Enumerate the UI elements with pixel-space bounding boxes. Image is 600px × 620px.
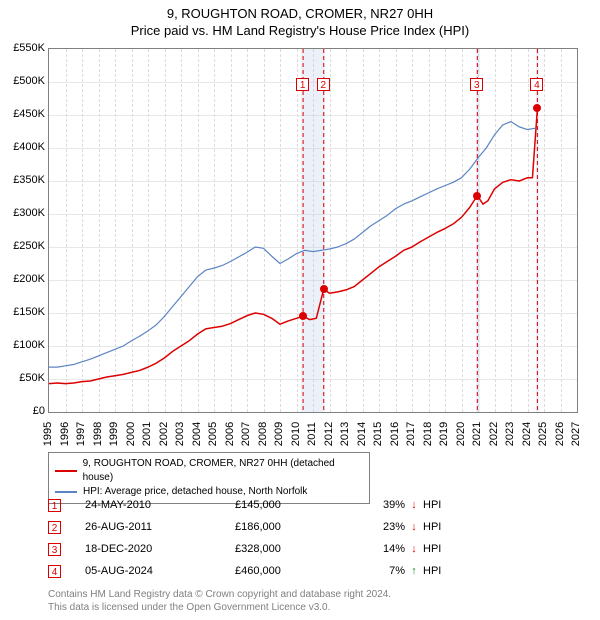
x-tick-label: 1997 — [75, 419, 87, 449]
y-tick-label: £450K — [5, 108, 45, 120]
x-tick-label: 2026 — [554, 419, 566, 449]
sale-point-dot — [473, 192, 481, 200]
table-price: £328,000 — [235, 543, 345, 555]
x-tick-label: 2015 — [372, 419, 384, 449]
table-hpi-label: HPI — [423, 499, 453, 511]
y-tick-label: £500K — [5, 75, 45, 87]
table-row: 1 24-MAY-2010£145,00039%↓HPI — [48, 494, 548, 516]
x-tick-label: 2006 — [224, 419, 236, 449]
table-hpi-label: HPI — [423, 521, 453, 533]
table-date: 18-DEC-2020 — [85, 543, 235, 555]
x-tick-label: 2024 — [521, 419, 533, 449]
x-tick-label: 2022 — [488, 419, 500, 449]
title-block: 9, ROUGHTON ROAD, CROMER, NR27 0HH Price… — [0, 0, 600, 38]
table-pct: 23% — [345, 521, 405, 533]
x-tick-label: 2016 — [389, 419, 401, 449]
event-marker-3: 3 — [470, 78, 483, 91]
sale-point-dot — [320, 285, 328, 293]
table-date: 24-MAY-2010 — [85, 499, 235, 511]
x-tick-label: 1999 — [108, 419, 120, 449]
sale-point-dot — [299, 312, 307, 320]
x-tick-label: 2000 — [125, 419, 137, 449]
x-tick-label: 2002 — [158, 419, 170, 449]
table-marker: 4 — [48, 565, 61, 578]
x-tick-label: 2017 — [405, 419, 417, 449]
x-tick-label: 2001 — [141, 419, 153, 449]
table-date: 26-AUG-2011 — [85, 521, 235, 533]
x-tick-label: 2005 — [207, 419, 219, 449]
page-container: 9, ROUGHTON ROAD, CROMER, NR27 0HH Price… — [0, 0, 600, 620]
x-tick-label: 1995 — [42, 419, 54, 449]
y-tick-label: £300K — [5, 207, 45, 219]
x-tick-label: 2004 — [191, 419, 203, 449]
x-tick-label: 2027 — [570, 419, 582, 449]
x-tick-label: 2007 — [240, 419, 252, 449]
footer-attribution: Contains HM Land Registry data © Crown c… — [48, 588, 391, 614]
x-tick-label: 2020 — [455, 419, 467, 449]
sale-point-dot — [533, 104, 541, 112]
table-date: 05-AUG-2024 — [85, 565, 235, 577]
title-subtitle: Price paid vs. HM Land Registry's House … — [0, 23, 600, 38]
footer-line2: This data is licensed under the Open Gov… — [48, 601, 391, 614]
sale-events-table: 124-MAY-2010£145,00039%↓HPI226-AUG-2011£… — [48, 494, 548, 582]
x-tick-label: 1998 — [92, 419, 104, 449]
table-row: 3 18-DEC-2020£328,00014%↓HPI — [48, 538, 548, 560]
table-marker: 2 — [48, 521, 61, 534]
table-price: £145,000 — [235, 499, 345, 511]
table-pct: 7% — [345, 565, 405, 577]
y-tick-label: £250K — [5, 240, 45, 252]
table-pct: 39% — [345, 499, 405, 511]
x-tick-label: 2013 — [339, 419, 351, 449]
y-tick-label: £50K — [5, 372, 45, 384]
arrow-down-icon: ↓ — [405, 499, 423, 511]
event-marker-1: 1 — [296, 78, 309, 91]
x-tick-label: 2011 — [306, 419, 318, 449]
x-tick-label: 2009 — [273, 419, 285, 449]
x-tick-label: 2014 — [356, 419, 368, 449]
event-marker-2: 2 — [317, 78, 330, 91]
x-tick-label: 2025 — [537, 419, 549, 449]
legend-swatch — [55, 491, 77, 493]
series-line-hpi — [49, 122, 536, 368]
arrow-down-icon: ↓ — [405, 543, 423, 555]
y-tick-label: £200K — [5, 273, 45, 285]
table-hpi-label: HPI — [423, 543, 453, 555]
x-tick-label: 2008 — [257, 419, 269, 449]
x-tick-label: 2023 — [504, 419, 516, 449]
footer-line1: Contains HM Land Registry data © Crown c… — [48, 588, 391, 601]
chart-plot-area: 12 3 4 — [48, 48, 578, 413]
table-row: 4 05-AUG-2024£460,0007%↑HPI — [48, 560, 548, 582]
y-tick-label: £0 — [5, 405, 45, 417]
table-marker: 3 — [48, 543, 61, 556]
event-marker-4: 4 — [530, 78, 543, 91]
chart-lines-svg — [49, 49, 577, 412]
y-tick-label: £350K — [5, 174, 45, 186]
legend-label: 9, ROUGHTON ROAD, CROMER, NR27 0HH (deta… — [83, 457, 363, 485]
y-tick-label: £100K — [5, 339, 45, 351]
title-address: 9, ROUGHTON ROAD, CROMER, NR27 0HH — [0, 6, 600, 21]
x-tick-label: 2012 — [323, 419, 335, 449]
arrow-down-icon: ↓ — [405, 521, 423, 533]
table-price: £186,000 — [235, 521, 345, 533]
x-tick-label: 1996 — [59, 419, 71, 449]
y-tick-label: £400K — [5, 141, 45, 153]
x-tick-label: 2018 — [422, 419, 434, 449]
table-row: 2 26-AUG-2011£186,00023%↓HPI — [48, 516, 548, 538]
table-hpi-label: HPI — [423, 565, 453, 577]
x-tick-label: 2021 — [471, 419, 483, 449]
table-pct: 14% — [345, 543, 405, 555]
arrow-up-icon: ↑ — [405, 565, 423, 577]
legend-row: 9, ROUGHTON ROAD, CROMER, NR27 0HH (deta… — [55, 457, 363, 485]
y-tick-label: £150K — [5, 306, 45, 318]
series-line-price_paid — [49, 108, 537, 383]
table-marker: 1 — [48, 499, 61, 512]
legend-swatch — [55, 470, 77, 472]
table-price: £460,000 — [235, 565, 345, 577]
x-tick-label: 2003 — [174, 419, 186, 449]
x-tick-label: 2010 — [290, 419, 302, 449]
y-tick-label: £550K — [5, 42, 45, 54]
x-tick-label: 2019 — [438, 419, 450, 449]
